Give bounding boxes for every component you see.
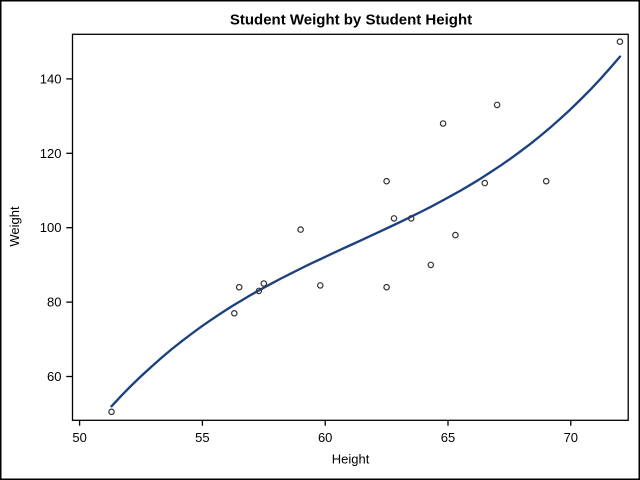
svg-text:55: 55	[195, 430, 209, 445]
svg-text:65: 65	[441, 430, 455, 445]
svg-text:60: 60	[47, 369, 61, 384]
svg-text:Student Weight by Student Heig: Student Weight by Student Height	[230, 11, 472, 28]
svg-text:100: 100	[40, 220, 62, 235]
svg-text:50: 50	[72, 430, 86, 445]
svg-text:140: 140	[40, 71, 62, 86]
svg-text:Weight: Weight	[7, 206, 22, 247]
svg-text:Height: Height	[332, 451, 370, 466]
svg-text:120: 120	[40, 146, 62, 161]
svg-text:60: 60	[318, 430, 332, 445]
svg-text:70: 70	[564, 430, 578, 445]
svg-text:80: 80	[47, 295, 61, 310]
